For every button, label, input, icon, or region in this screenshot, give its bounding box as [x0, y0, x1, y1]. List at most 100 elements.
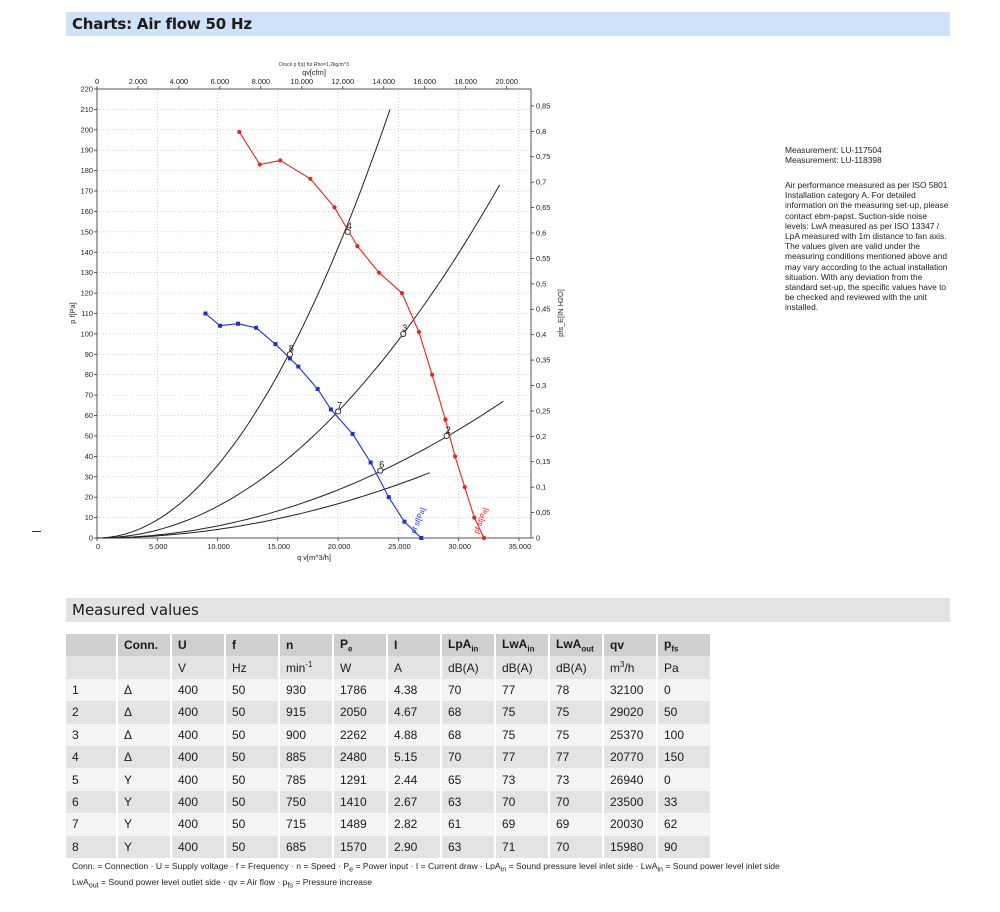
- operating-point-label: 4: [347, 221, 352, 231]
- table-cell: 1: [66, 678, 116, 702]
- column-header: qv: [602, 634, 656, 657]
- unit-cell: A: [386, 656, 440, 679]
- y2-tick-label: 0,65: [536, 203, 550, 212]
- x2-tick-label: 20.000: [495, 77, 518, 86]
- y-tick-label: 160: [81, 207, 93, 216]
- table-cell: 62: [656, 813, 710, 836]
- unit-cell: V: [170, 656, 224, 679]
- unit-cell: dB(A): [494, 656, 548, 679]
- table-row: 7 Y 400 50 715 1489 2.82 61 69 69 20030 62: [66, 813, 710, 836]
- legend-line-2: LwAout = Sound power level outlet side ·…: [72, 877, 372, 890]
- y2-tick-label: 0,05: [536, 508, 550, 517]
- x-tick-label: 20.000: [328, 542, 351, 551]
- table-cell: 68: [440, 701, 494, 724]
- y2-tick-label: 0,7: [536, 178, 546, 187]
- table-cell: Δ: [116, 678, 170, 702]
- table-cell: Y: [116, 790, 170, 814]
- data-point: [368, 460, 373, 465]
- table-cell: 2050: [332, 701, 386, 724]
- table-cell: 50: [656, 701, 710, 724]
- margin-dash: [32, 531, 41, 532]
- plot-frame: [96, 88, 532, 539]
- data-point: [472, 515, 477, 520]
- x-tick-label: 5.000: [149, 542, 168, 551]
- y2-axis-label: pfs_E[IN H2O]: [556, 289, 565, 337]
- data-point: [386, 495, 391, 500]
- y-tick-label: 30: [85, 472, 93, 481]
- chart-title: Druck p f(q) für Rho=1,2kg/m^3: [279, 62, 349, 68]
- y-tick-label: 70: [85, 391, 93, 400]
- operating-point: [443, 432, 450, 440]
- air-flow-chart: 0102030405060708090100110120130140150160…: [68, 62, 565, 562]
- table-section-header: Measured values: [66, 598, 950, 622]
- data-point: [315, 387, 320, 392]
- table-cell: Δ: [116, 745, 170, 769]
- y-tick-label: 200: [81, 125, 93, 134]
- table-cell: 685: [278, 835, 332, 858]
- y-tick-label: 140: [81, 248, 93, 257]
- table-cell: 400: [170, 723, 224, 746]
- y-tick-label: 10: [85, 513, 93, 522]
- table-cell: 400: [170, 701, 224, 724]
- data-point: [237, 129, 242, 134]
- table-cell: 4.38: [386, 678, 440, 702]
- table-cell: 400: [170, 813, 224, 836]
- column-header: U: [170, 634, 224, 657]
- table-cell: 750: [278, 790, 332, 814]
- operating-point-label: 2: [446, 425, 451, 435]
- operating-point: [286, 351, 293, 358]
- table-cell: 2480: [332, 745, 386, 769]
- data-point: [355, 244, 360, 249]
- table-cell: 70: [548, 790, 602, 814]
- data-point: [399, 290, 405, 296]
- fan-curve-1: [238, 131, 485, 539]
- measurement-info: Measurement: LU-117504 Measurement: LU-1…: [785, 145, 950, 165]
- data-point: [217, 323, 222, 328]
- column-header: Pe: [332, 634, 386, 657]
- measurement-note: Air performance measured as per ISO 5801…: [785, 180, 949, 313]
- table-cell: 400: [170, 678, 224, 702]
- table-cell: 90: [656, 835, 710, 858]
- table-cell: 75: [494, 701, 548, 724]
- table-cell: 8: [66, 835, 116, 858]
- operating-point: [377, 467, 384, 474]
- column-header: [66, 634, 116, 657]
- y2-tick-label: 0,2: [536, 432, 546, 441]
- x-tick-label: 15.000: [268, 542, 291, 551]
- system-curve: [96, 109, 391, 539]
- y2-tick-label: 0,25: [536, 406, 550, 415]
- table-cell: 400: [170, 768, 224, 791]
- x2-tick-label: 16.000: [413, 77, 436, 86]
- data-point: [416, 329, 421, 334]
- y-tick-label: 100: [81, 329, 93, 338]
- x2-tick-label: 12.000: [331, 77, 354, 86]
- y2-tick-label: 0,35: [536, 356, 550, 365]
- table-cell: 78: [548, 678, 602, 702]
- operating-point-label: 6: [379, 460, 384, 470]
- table-cell: 2262: [332, 723, 386, 746]
- table-cell: 70: [548, 835, 602, 858]
- table-cell: 1786: [332, 678, 386, 702]
- data-point: [257, 162, 262, 167]
- table-cell: 885: [278, 745, 332, 769]
- y-tick-label: 180: [81, 166, 93, 175]
- operating-point: [335, 408, 342, 415]
- measurement-2: Measurement: LU-118398: [785, 155, 882, 166]
- y2-tick-label: 0,8: [536, 127, 546, 136]
- table-cell: 150: [656, 745, 710, 769]
- x2-tick-label: 8.000: [252, 77, 271, 86]
- table-cell: 25370: [602, 723, 656, 746]
- unit-cell: dB(A): [440, 656, 494, 679]
- data-point: [296, 364, 301, 369]
- x2-tick-label: 10.000: [291, 77, 314, 86]
- table-row: 2 Δ 400 50 915 2050 4.67 68 75 75 29020 50: [66, 701, 710, 724]
- y-tick-label: 110: [81, 309, 93, 318]
- table-cell: 69: [494, 813, 548, 836]
- table-cell: 26940: [602, 768, 656, 791]
- table-cell: Y: [116, 835, 170, 858]
- x-axis-label: q v[m^3/h]: [297, 553, 331, 562]
- y-tick-label: 130: [81, 268, 93, 277]
- unit-cell: W: [332, 656, 386, 679]
- data-point: [419, 536, 424, 540]
- table-cell: 5: [66, 768, 116, 791]
